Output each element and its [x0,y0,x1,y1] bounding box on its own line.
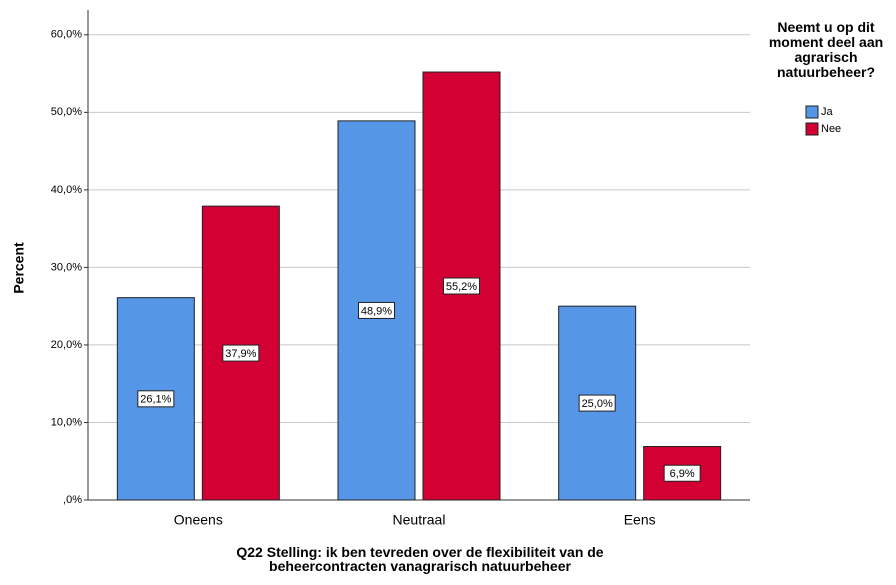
value-label-box [222,344,260,362]
x-tick-label: Eens [624,512,656,528]
legend-label: Nee [821,123,841,135]
x-axis-title: Q22 Stelling: ik ben tevreden over de fl… [236,544,604,574]
legend-swatch [805,122,819,136]
value-label: 48,9% [361,305,392,317]
y-tick-label: 60,0% [51,29,82,41]
y-tick-label: ,0% [63,494,82,506]
y-axis-title: Percent [11,242,27,294]
y-tick-label: 30,0% [51,261,82,273]
value-label: 25,0% [582,398,613,410]
legend-label: Ja [821,106,834,118]
value-label: 26,1% [140,394,171,406]
value-label: 55,2% [446,281,477,293]
y-tick-label: 40,0% [51,184,82,196]
x-tick-label: Neutraal [393,512,446,528]
y-tick-label: 10,0% [51,416,82,428]
y-tick-label: 50,0% [51,106,82,118]
legend-swatch [805,105,819,119]
value-label-box [578,394,616,412]
value-label-box [663,464,701,482]
value-label: 37,9% [225,348,256,360]
value-label-box [443,277,480,295]
value-label-box [358,301,395,319]
value-label: 6,9% [670,468,695,480]
y-tick-label: 20,0% [51,339,82,351]
x-tick-label: Oneens [174,512,223,528]
value-label-box [137,390,175,408]
legend-title: Neemt u op dit moment deel aan agrarisch… [768,19,884,80]
